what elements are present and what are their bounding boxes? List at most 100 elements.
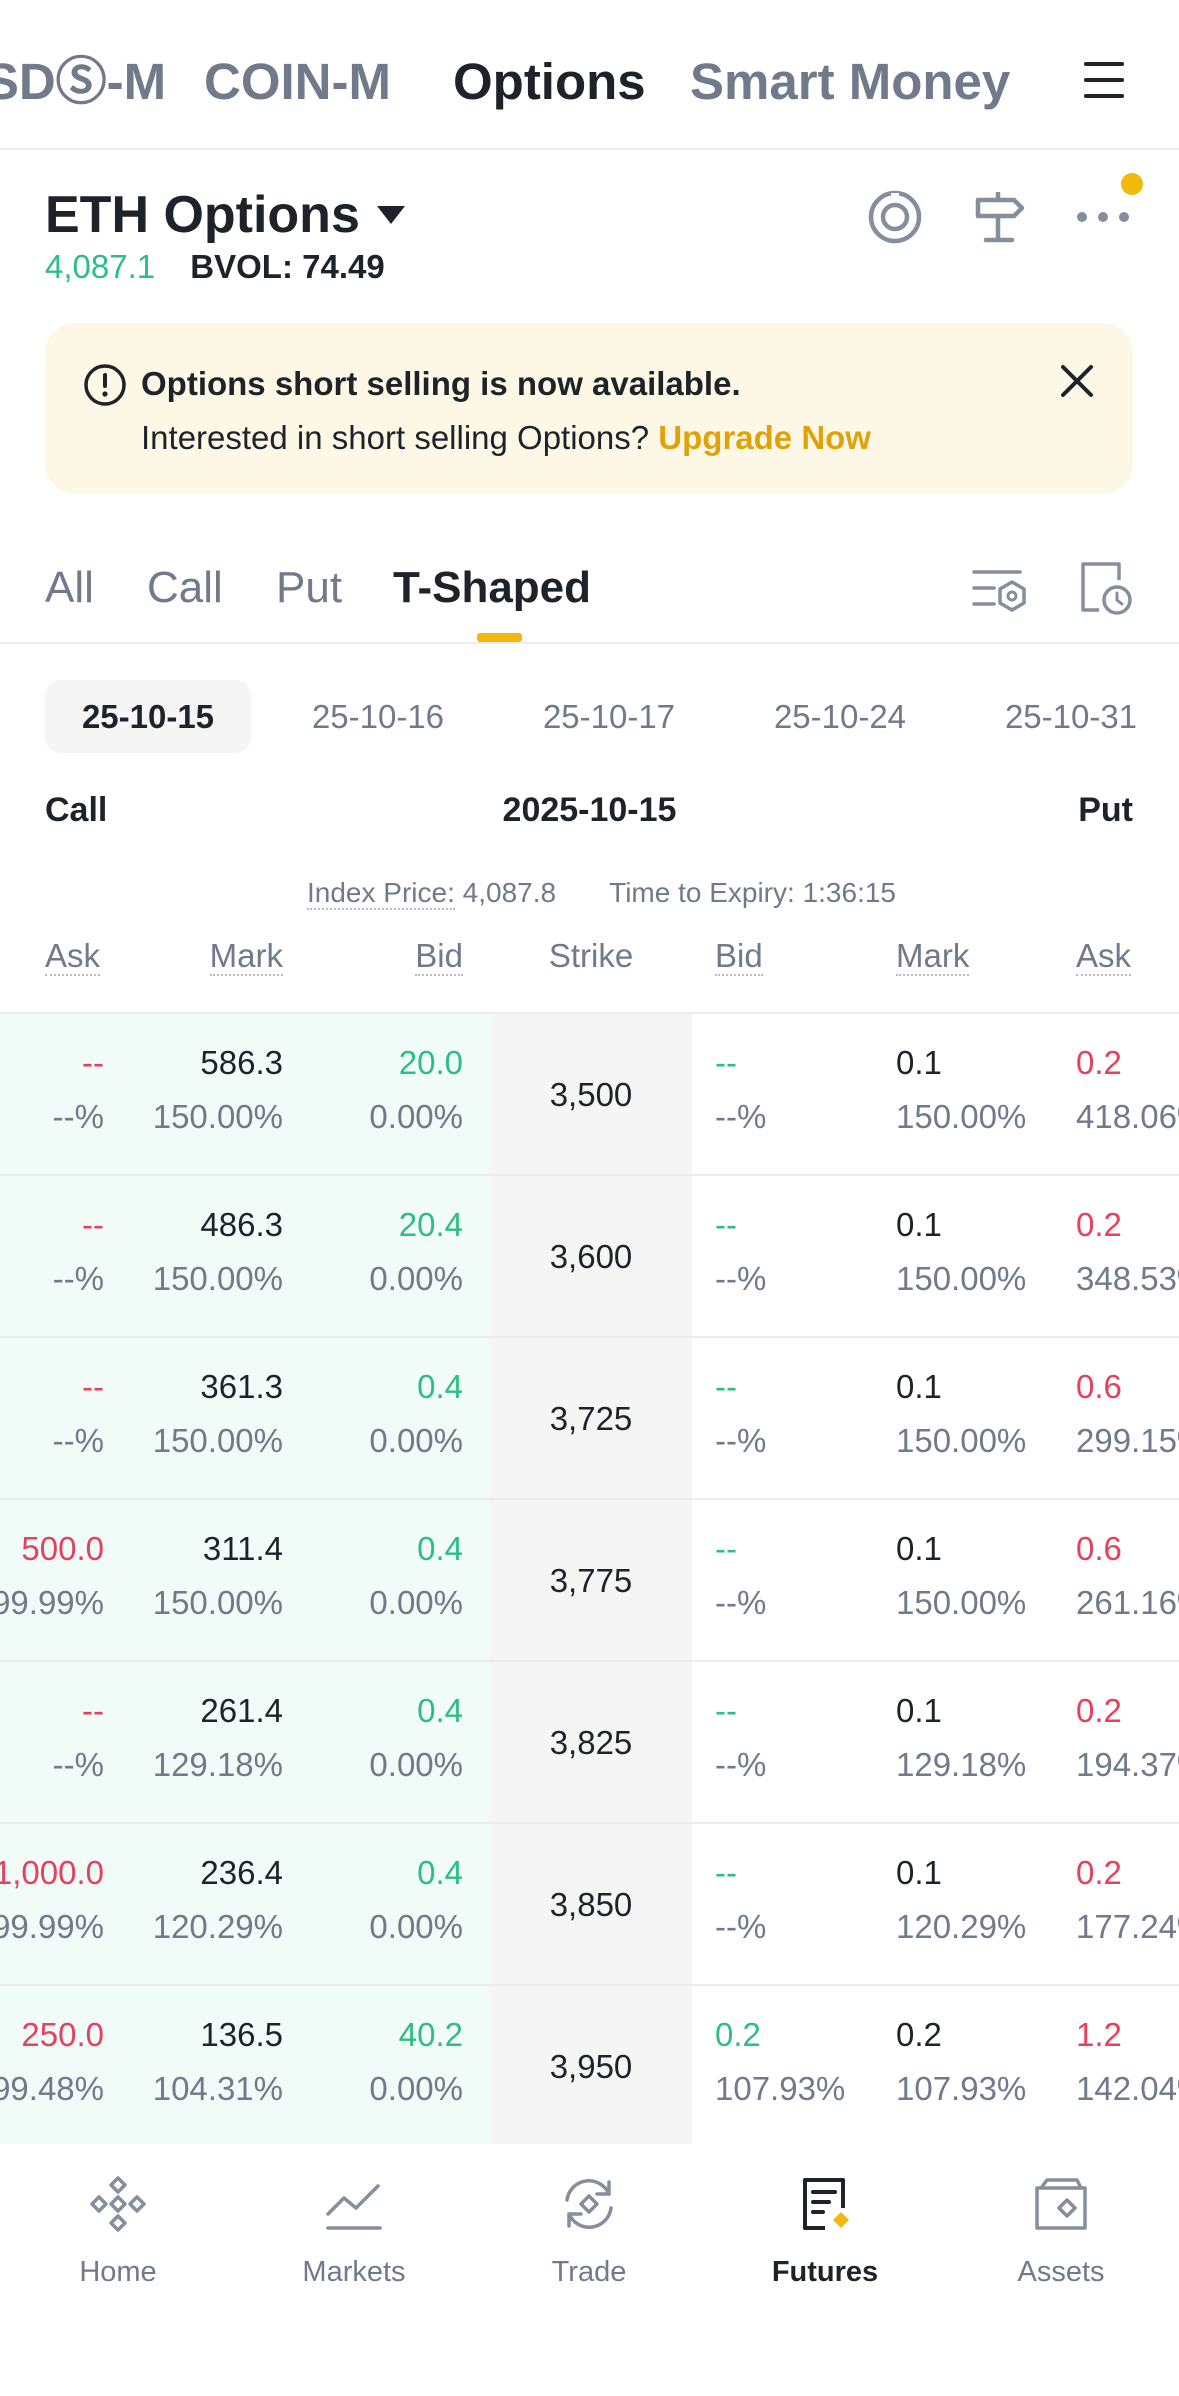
col-header-call-bid[interactable]: Bid — [415, 937, 463, 976]
put-ask-iv: 418.06% — [1076, 1098, 1179, 1135]
time-to-expiry-value: 1:36:15 — [802, 877, 896, 908]
price-row: 4,087.1 BVOL: 74.49 — [45, 242, 385, 292]
call-mark-iv: 104.31% — [152, 2070, 283, 2107]
home-diamond-icon — [90, 2176, 146, 2232]
date-chip-4[interactable]: 25-10-31 — [1004, 698, 1138, 735]
put-mark-iv: 120.29% — [896, 1908, 1027, 1945]
date-chip-1[interactable]: 25-10-16 — [311, 698, 445, 735]
hamburger-menu-icon[interactable] — [1078, 58, 1130, 102]
table-row[interactable]: -- --% 586.3 150.00% 20.0 0.00% -- --% 0.1 150.00… — [0, 1014, 1179, 1176]
tab-usds-m[interactable]: USDⓈ-M — [0, 53, 167, 110]
instrument-selector[interactable]: ETH Options — [45, 182, 405, 252]
col-header-call-ask[interactable]: Ask — [45, 937, 101, 976]
put-ask-iv: 177.24% — [1076, 1908, 1179, 1945]
date-chip-3[interactable]: 25-10-24 — [773, 698, 907, 735]
call-bid-iv: 0.00% — [369, 2070, 463, 2107]
date-chip-2[interactable]: 25-10-17 — [542, 698, 676, 735]
call-bid-price: 0.4 — [417, 1692, 463, 1729]
put-ask-iv: 348.53% — [1076, 1260, 1179, 1297]
tab-options[interactable]: Options — [453, 53, 646, 110]
table-row[interactable]: -- --% 361.3 150.00% 0.4 0.00% -- --% 0.1 150.00%… — [0, 1338, 1179, 1500]
call-mark-price: 586.3 — [200, 1044, 283, 1081]
table-row[interactable]: 500.0 999.99% 311.4 150.00% 0.4 0.00% -- --% 0.1… — [0, 1500, 1179, 1662]
gauge-icon[interactable] — [864, 186, 926, 248]
announcement-banner: Options short selling is now available. … — [45, 323, 1133, 494]
call-mark-iv: 150.00% — [152, 1098, 283, 1135]
table-row[interactable]: -- --% 486.3 150.00% 20.4 0.00% -- --% 0.1 150.00… — [0, 1176, 1179, 1338]
expiry-date-label: 2025-10-15 — [502, 791, 677, 829]
date-chip-0[interactable]: 25-10-15 — [45, 680, 251, 753]
nav-futures[interactable]: Futures — [707, 2144, 943, 2344]
tab-coin-m[interactable]: COIN-M — [204, 53, 391, 110]
tab-put[interactable]: Put — [276, 563, 343, 612]
call-ask-price: -- — [82, 1206, 104, 1243]
put-bid-iv: --% — [715, 1098, 767, 1135]
tab-t-shaped[interactable]: T-Shaped — [393, 563, 592, 612]
settings-filter-icon[interactable] — [970, 558, 1030, 618]
wallet-icon — [1035, 2178, 1087, 2230]
tab-all[interactable]: All — [45, 563, 94, 612]
call-bid-iv: 0.00% — [369, 1260, 463, 1297]
call-ask-iv: 999.99% — [0, 1908, 104, 1945]
put-ask-price: 1.2 — [1076, 2016, 1122, 2053]
call-mark-price: 236.4 — [200, 1854, 283, 1891]
more-options-icon[interactable] — [1072, 186, 1134, 248]
put-bid-iv: 107.93% — [715, 2070, 846, 2107]
nav-assets-label: Assets — [1017, 2256, 1105, 2288]
nav-trade[interactable]: Trade — [471, 2144, 707, 2344]
put-bid-price: -- — [715, 1206, 737, 1243]
col-header-put-ask[interactable]: Ask — [1076, 937, 1132, 976]
notification-dot — [1121, 173, 1143, 195]
signpost-icon[interactable] — [968, 186, 1030, 248]
put-mark-iv: 150.00% — [896, 1584, 1027, 1621]
col-header-call-mark[interactable]: Mark — [209, 937, 283, 976]
banner-question: Interested in short selling Options? — [141, 419, 650, 456]
col-header-put-mark[interactable]: Mark — [896, 937, 970, 976]
strike-price: 3,600 — [549, 1238, 633, 1275]
call-mark-iv: 150.00% — [152, 1260, 283, 1297]
nav-home[interactable]: Home — [0, 2144, 236, 2344]
caret-down-icon — [377, 206, 405, 224]
strike-price: 3,725 — [549, 1400, 633, 1437]
call-ask-price: 1,000.0 — [0, 1854, 104, 1891]
page-title: ETH Options — [45, 186, 360, 244]
strike-price: 3,775 — [549, 1562, 633, 1599]
index-price: 4,087.1 — [45, 248, 156, 285]
nav-home-label: Home — [79, 2256, 157, 2288]
tab-call[interactable]: Call — [147, 563, 223, 612]
call-ask-price: -- — [82, 1044, 104, 1081]
table-row[interactable]: 1,000.0 999.99% 236.4 120.29% 0.4 0.00% -- --% 0… — [0, 1824, 1179, 1986]
table-row[interactable]: 250.0 999.48% 136.5 104.31% 40.2 0.00% 0.2 107.… — [0, 1986, 1179, 2144]
call-bid-price: 0.4 — [417, 1368, 463, 1405]
banner-text: Interested in short selling Options? Upg… — [141, 413, 871, 463]
put-bid-price: -- — [715, 1044, 737, 1081]
nav-trade-label: Trade — [551, 2256, 627, 2288]
table-row[interactable]: -- --% 261.4 129.18% 0.4 0.00% -- --% 0.1 129.18%… — [0, 1662, 1179, 1824]
put-mark-price: 0.1 — [896, 1692, 942, 1729]
call-ask-iv: --% — [52, 1098, 104, 1135]
banner-headline: Options short selling is now available. — [141, 365, 741, 402]
call-ask-iv: --% — [52, 1422, 104, 1459]
order-history-icon[interactable] — [1075, 558, 1135, 618]
call-ask-iv: --% — [52, 1746, 104, 1783]
row-divider — [0, 1498, 1179, 1500]
nav-markets[interactable]: Markets — [236, 2144, 472, 2344]
call-mark-iv: 150.00% — [152, 1584, 283, 1621]
close-icon[interactable] — [1057, 361, 1097, 401]
index-price-label[interactable]: Index Price: — [307, 877, 455, 910]
put-mark-iv: 150.00% — [896, 1098, 1027, 1135]
col-header-put-bid[interactable]: Bid — [715, 937, 763, 976]
nav-assets[interactable]: Assets — [943, 2144, 1179, 2344]
call-mark-iv: 120.29% — [152, 1908, 283, 1945]
strike-price: 3,825 — [549, 1724, 633, 1761]
put-bid-price: -- — [715, 1854, 737, 1891]
call-section-label: Call — [45, 791, 108, 829]
upgrade-now-link[interactable]: Upgrade Now — [658, 419, 871, 456]
put-ask-iv: 194.37% — [1076, 1746, 1179, 1783]
put-bid-price: -- — [715, 1692, 737, 1729]
tab-smart-money[interactable]: Smart Money — [690, 53, 1011, 110]
call-bid-iv: 0.00% — [369, 1098, 463, 1135]
put-mark-price: 0.1 — [896, 1044, 942, 1081]
call-mark-iv: 129.18% — [152, 1746, 283, 1783]
call-mark-price: 486.3 — [200, 1206, 283, 1243]
